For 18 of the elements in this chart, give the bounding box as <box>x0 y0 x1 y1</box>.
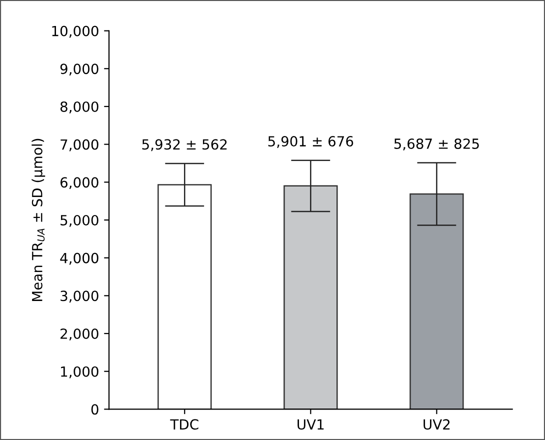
data-label: 5,901 ± 676 <box>268 136 354 148</box>
y-tick-label: 6,000 <box>60 177 98 190</box>
y-tick-label: 4,000 <box>60 252 98 265</box>
y-tick-label: 3,000 <box>60 290 98 303</box>
y-tick-label: 2,000 <box>60 328 98 340</box>
data-label: 5,932 ± 562 <box>142 139 227 152</box>
data-label: 5,687 ± 825 <box>394 138 479 150</box>
y-tick-label: 9,000 <box>60 64 98 76</box>
x-tick-label: UV2 <box>424 419 450 430</box>
y-tick-label: 1,000 <box>61 366 98 378</box>
y-axis-title: Mean TR$_{UA}$ ± SD (μmol) <box>32 138 46 301</box>
x-tick-label: UV1 <box>298 419 324 430</box>
y-tick-label: 10,000 <box>52 26 98 38</box>
x-tick-label: TDC <box>170 419 198 430</box>
y-tick-label: 0 <box>91 404 98 415</box>
y-tick-label: 8,000 <box>60 101 98 114</box>
y-tick-label: 7,000 <box>60 139 98 152</box>
y-tick-label: 5,000 <box>60 214 98 227</box>
